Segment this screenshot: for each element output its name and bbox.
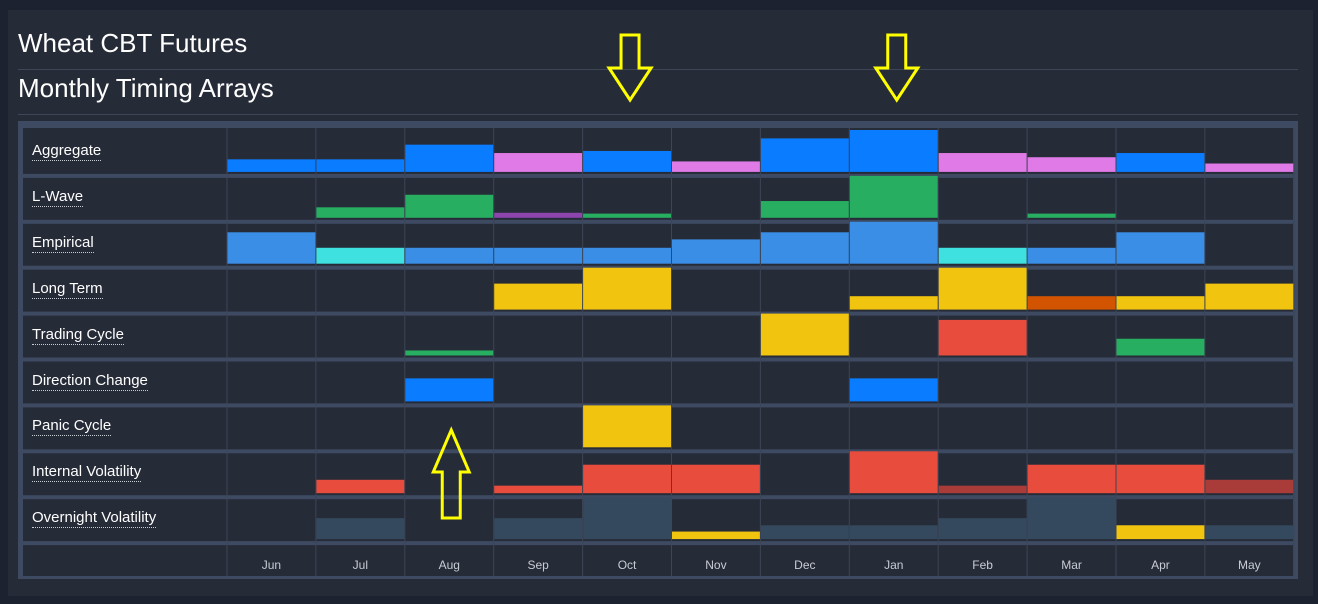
month-label-oct: Oct (617, 558, 637, 573)
bar-l-wave-mar (1027, 213, 1116, 218)
month-label-dec: Dec (794, 558, 816, 573)
bar-l-wave-oct (583, 213, 671, 218)
row-label-trading-cycle[interactable]: Trading Cycle (32, 325, 124, 345)
bar-trading-cycle-dec (760, 313, 849, 356)
bar-aggregate-apr (1116, 153, 1205, 172)
month-label-jul: Jul (352, 558, 369, 573)
bar-internal-volatility-jul (316, 479, 405, 494)
bar-empirical-oct (583, 247, 671, 264)
bar-aggregate-feb (938, 153, 1027, 172)
month-label-jan: Jan (884, 558, 904, 573)
bar-l-wave-jan (849, 175, 938, 218)
bar-overnight-volatility-jan (849, 525, 938, 540)
bar-empirical-dec (760, 232, 849, 264)
arrow-down-annotation-jan (872, 33, 921, 103)
bar-internal-volatility-mar (1027, 464, 1116, 494)
bar-long-term-may (1205, 283, 1294, 310)
month-label-mar: Mar (1061, 558, 1082, 573)
bar-empirical-aug (405, 247, 494, 264)
bar-l-wave-jul (316, 207, 405, 218)
bar-long-term-oct (583, 267, 671, 310)
bar-empirical-jan (849, 221, 938, 264)
bar-aggregate-dec (760, 138, 849, 172)
bar-empirical-feb (938, 247, 1027, 264)
row-separator (23, 219, 1293, 224)
bar-internal-volatility-sep (494, 485, 583, 494)
month-label-feb: Feb (972, 558, 993, 573)
month-label-apr: Apr (1151, 558, 1170, 573)
row-label-l-wave[interactable]: L-Wave (32, 187, 84, 207)
bar-internal-volatility-nov (672, 464, 760, 494)
bar-empirical-apr (1116, 232, 1205, 264)
bar-aggregate-jul (316, 159, 405, 172)
bar-aggregate-sep (494, 153, 583, 172)
bar-aggregate-nov (672, 161, 760, 172)
month-label-may: May (1238, 558, 1261, 573)
row-separator (23, 173, 1293, 178)
bar-overnight-volatility-dec (760, 525, 849, 540)
month-label-sep: Sep (527, 558, 549, 573)
row-label-long-term[interactable]: Long Term (32, 279, 103, 299)
bar-overnight-volatility-jul (316, 518, 405, 540)
bar-internal-volatility-feb (938, 485, 1027, 494)
month-label-aug: Aug (438, 558, 460, 573)
row-separator (23, 541, 1293, 546)
bar-empirical-mar (1027, 247, 1116, 264)
chart-title: Monthly Timing Arrays (18, 73, 274, 103)
bar-overnight-volatility-mar (1027, 497, 1116, 540)
bar-long-term-sep (494, 283, 583, 310)
row-separator (23, 357, 1293, 362)
bar-aggregate-aug (405, 144, 494, 172)
bar-aggregate-may (1205, 163, 1294, 172)
bar-l-wave-aug (405, 194, 494, 218)
bar-overnight-volatility-nov (672, 531, 760, 540)
row-label-aggregate[interactable]: Aggregate (32, 142, 102, 161)
page-title: Wheat CBT Futures (18, 28, 248, 58)
row-label-empirical[interactable]: Empirical (32, 233, 94, 253)
month-label-jun: Jun (261, 558, 282, 573)
row-label-internal-volatility[interactable]: Internal Volatility (32, 463, 142, 483)
bar-empirical-jun (227, 232, 316, 264)
bar-long-term-jan (849, 296, 938, 310)
arrow-down-annotation-oct (606, 33, 654, 103)
bar-internal-volatility-may (1205, 479, 1294, 494)
bar-trading-cycle-feb (938, 319, 1027, 356)
bar-overnight-volatility-feb (938, 518, 1027, 540)
month-label-nov: Nov (705, 558, 727, 573)
bar-empirical-jul (316, 247, 405, 264)
row-separator (23, 449, 1293, 454)
row-separator (23, 311, 1293, 316)
bar-trading-cycle-apr (1116, 338, 1205, 356)
bar-aggregate-mar (1027, 157, 1116, 172)
bar-overnight-volatility-oct (583, 497, 671, 540)
bar-long-term-mar (1027, 296, 1116, 310)
bar-direction-change-jan (849, 378, 938, 402)
subtitle-divider (18, 114, 1298, 115)
row-label-overnight-volatility[interactable]: Overnight Volatility (32, 509, 157, 529)
bar-aggregate-jan (849, 130, 938, 172)
bar-long-term-feb (938, 267, 1027, 310)
bar-trading-cycle-aug (405, 350, 494, 356)
bar-aggregate-oct (583, 150, 671, 172)
title-divider (18, 69, 1298, 70)
bar-overnight-volatility-may (1205, 525, 1294, 540)
bar-empirical-nov (672, 239, 760, 264)
bar-internal-volatility-apr (1116, 464, 1205, 494)
bar-internal-volatility-jan (849, 451, 938, 494)
bar-l-wave-dec (760, 201, 849, 218)
bar-internal-volatility-oct (583, 464, 671, 494)
bar-overnight-volatility-apr (1116, 525, 1205, 540)
bar-empirical-sep (494, 247, 583, 264)
bar-aggregate-jun (227, 159, 316, 172)
bar-panic-cycle-oct (583, 405, 671, 448)
bar-direction-change-aug (405, 378, 494, 402)
arrow-up-annotation-aug (430, 426, 472, 520)
bar-overnight-volatility-sep (494, 518, 583, 540)
row-label-panic-cycle[interactable]: Panic Cycle (32, 417, 112, 437)
bar-l-wave-sep (494, 212, 583, 218)
bar-long-term-apr (1116, 296, 1205, 310)
row-label-direction-change[interactable]: Direction Change (32, 371, 148, 391)
